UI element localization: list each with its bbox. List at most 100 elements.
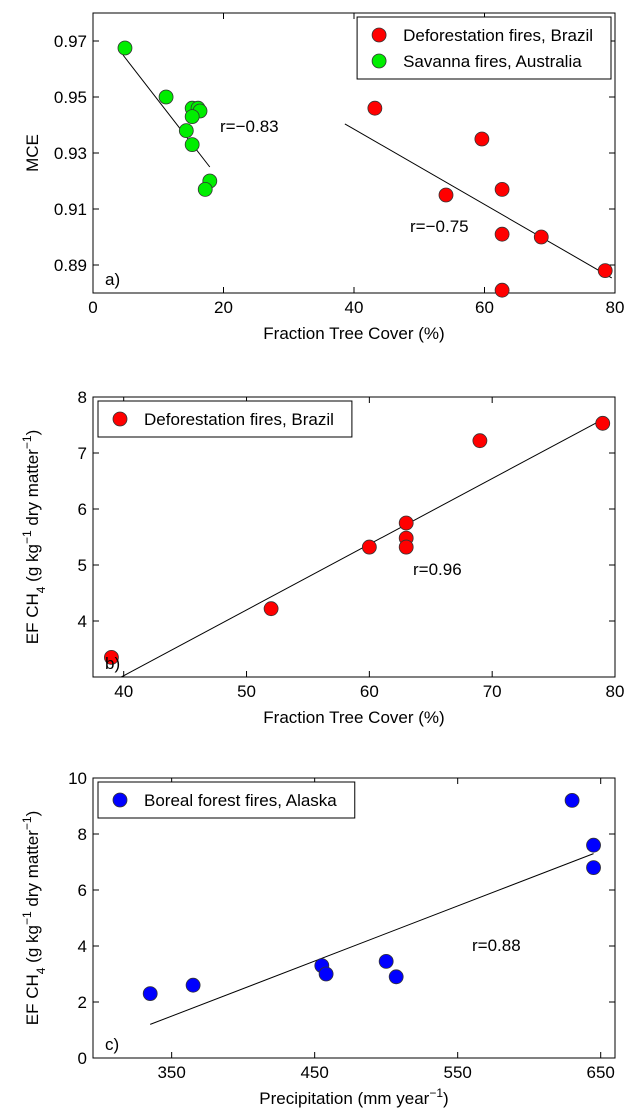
panel: 0 20 40 60 80 0.89 0.91 0.93 0.95 0.97 Fraction Tr… <box>23 12 625 343</box>
y-axis-label-part: 4 <box>34 586 48 593</box>
point <box>388 969 404 985</box>
legend-marker <box>371 27 387 43</box>
panel-label: b) <box>105 654 120 673</box>
annotation: r=−0.75 <box>410 217 469 236</box>
x-tick-label: 80 <box>606 298 625 317</box>
x-tick-label: 70 <box>483 682 502 701</box>
annotation: r=−0.83 <box>220 117 279 136</box>
x-axis-label-part: Precipitation (mm year <box>259 1089 429 1108</box>
y-tick-label: 10 <box>68 769 87 788</box>
annotation: r=0.96 <box>413 560 462 579</box>
fit-line <box>344 123 612 279</box>
legend-frame <box>97 400 353 438</box>
y-axis-label-part: (g kg <box>23 544 42 587</box>
point <box>398 539 414 555</box>
y-tick-label: 4 <box>78 937 87 956</box>
point <box>438 187 454 203</box>
y-axis-label-part: −1 <box>20 816 34 830</box>
legend-label: Boreal forest fires, Alaska <box>144 791 337 810</box>
y-tick-label: 0 <box>78 1049 87 1068</box>
x-tick-label: 350 <box>157 1063 185 1082</box>
point <box>564 793 580 808</box>
point <box>318 966 334 982</box>
x-tick-label: 40 <box>345 298 364 317</box>
x-tick-label: 60 <box>360 682 379 701</box>
legend-frame <box>356 16 612 80</box>
y-axis-label: MCE <box>23 134 42 172</box>
x-axis-label-part: Fraction Tree Cover (%) <box>263 324 444 343</box>
y-axis-label-part: MCE <box>23 134 42 172</box>
y-axis-label-part: ) <box>23 811 42 817</box>
y-axis-label-part: dry matter <box>23 449 42 531</box>
y-tick-label: 0.95 <box>54 88 87 107</box>
x-tick-label: 650 <box>587 1063 615 1082</box>
y-axis-label-part: dry matter <box>23 830 42 912</box>
x-tick-label: 20 <box>214 298 233 317</box>
legend-marker <box>371 53 387 69</box>
point <box>474 131 490 147</box>
point <box>586 860 601 875</box>
x-axis-label: Fraction Tree Cover (%) <box>263 324 444 343</box>
point <box>197 181 213 197</box>
point <box>263 601 279 617</box>
panel-label: a) <box>105 270 120 289</box>
point <box>184 137 200 153</box>
x-tick-label: 80 <box>606 682 625 701</box>
legend: Boreal forest fires, Alaska <box>97 781 356 819</box>
x-tick-label: 0 <box>88 298 97 317</box>
point <box>367 100 383 116</box>
y-axis-label-part: −1 <box>20 435 34 449</box>
y-tick-label: 7 <box>78 444 87 463</box>
point <box>378 954 394 969</box>
point <box>494 181 510 197</box>
fit-line <box>121 418 603 678</box>
point <box>184 109 200 124</box>
point <box>586 837 601 853</box>
legend: Deforestation fires, Brazil <box>97 400 353 438</box>
point <box>597 263 613 279</box>
point <box>494 226 510 242</box>
point <box>158 89 174 105</box>
y-axis-label: EF CH4 (g kg−1 dry matter−1) <box>20 811 48 1026</box>
y-tick-label: 0.91 <box>54 200 87 219</box>
x-tick-label: 50 <box>237 682 256 701</box>
y-axis-label-part: EF CH <box>23 593 42 644</box>
point <box>398 515 414 531</box>
panel: 350 450 550 650 0 2 4 6 8 10 Precipitation (mm yea… <box>20 769 616 1108</box>
legend-frame <box>97 781 356 819</box>
point <box>533 229 549 245</box>
x-tick-label: 550 <box>443 1063 471 1082</box>
x-axis-label-part: ) <box>443 1089 449 1108</box>
legend-marker <box>112 411 128 427</box>
fit-line <box>150 853 594 1025</box>
x-axis-label: Precipitation (mm year−1) <box>259 1086 448 1108</box>
legend-marker <box>112 792 128 808</box>
legend-label: Deforestation fires, Brazil <box>144 410 334 429</box>
plot-frame <box>92 777 616 1059</box>
x-axis-label: Fraction Tree Cover (%) <box>263 708 444 727</box>
y-tick-label: 0.93 <box>54 144 87 163</box>
y-tick-label: 4 <box>78 612 87 631</box>
point <box>104 650 119 665</box>
x-axis-label-part: −1 <box>429 1086 443 1100</box>
y-axis-label-part: −1 <box>20 911 34 925</box>
y-axis-label-part: −1 <box>20 530 34 544</box>
y-axis-label-part: (g kg <box>23 925 42 968</box>
point <box>595 415 611 431</box>
x-tick-label: 40 <box>114 682 133 701</box>
point <box>142 986 158 1001</box>
point <box>494 282 510 298</box>
x-axis-label-part: Fraction Tree Cover (%) <box>263 708 444 727</box>
y-axis-label-part: EF CH <box>23 974 42 1025</box>
y-tick-label: 0.97 <box>54 32 87 51</box>
point <box>117 40 133 56</box>
x-tick-label: 60 <box>475 298 494 317</box>
y-axis-label-part: 4 <box>34 967 48 974</box>
point <box>472 433 488 449</box>
y-tick-label: 6 <box>78 881 87 900</box>
panel: 40 50 60 70 80 4 5 6 7 8 Fraction Tree Cover (%) EF… <box>20 388 624 727</box>
point <box>361 539 377 555</box>
plot-frame <box>92 396 616 678</box>
annotation: r=0.88 <box>472 936 521 955</box>
